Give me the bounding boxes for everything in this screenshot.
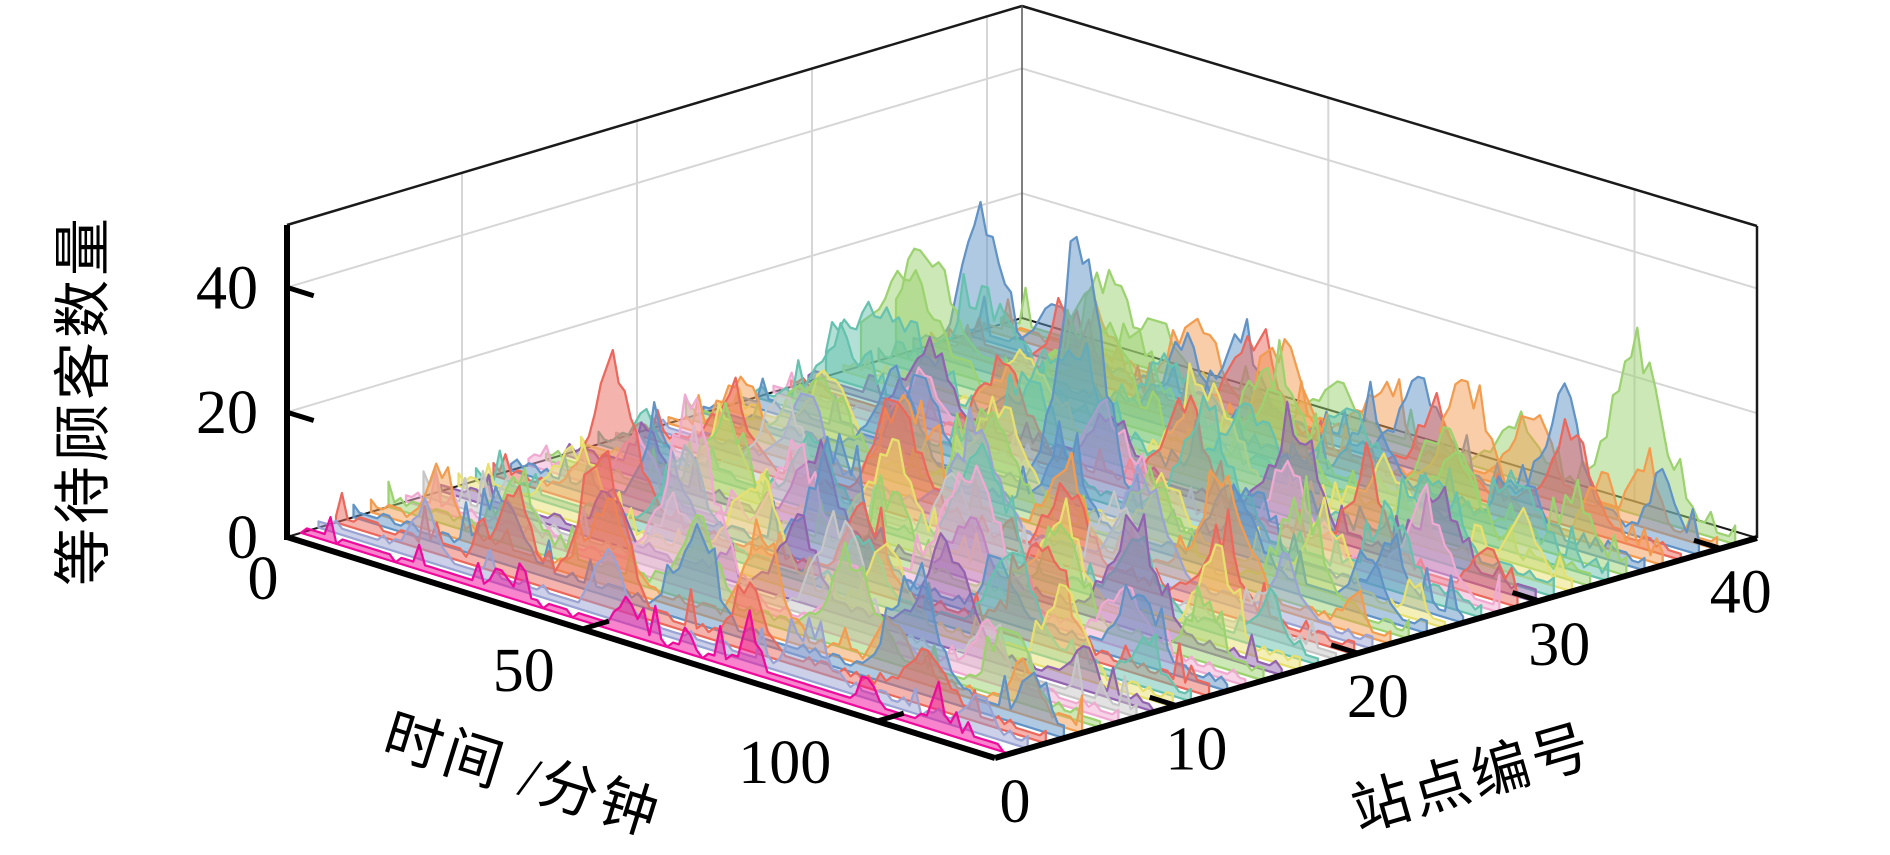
z-axis-tick-20	[286, 409, 315, 423]
ridge-series-s0	[299, 515, 1011, 755]
ridge-series-group	[299, 200, 1737, 755]
z-tick-label-40: 40	[196, 254, 258, 322]
ridge-series-s2	[334, 449, 1047, 745]
station-axis-tick-10	[1148, 694, 1178, 708]
station-axis-tick-20	[1330, 642, 1359, 656]
station-axis-tick-30	[1511, 590, 1541, 604]
z-axis-tick-0	[286, 534, 315, 548]
station-axis-line	[994, 535, 1758, 761]
time-tick-label-100: 100	[738, 729, 831, 797]
time-tick-label-50: 50	[493, 637, 555, 705]
station-tick-label-0: 0	[1000, 768, 1031, 836]
station-axis-title: 站点编号	[1344, 713, 1600, 844]
wall-gridline-z-40-right	[1021, 67, 1758, 290]
time-axis-tick-50	[581, 618, 610, 632]
station-tick-label-30: 30	[1528, 611, 1590, 679]
time-axis-title: 时间 /分钟	[376, 702, 669, 849]
station-axis-tick-40	[1693, 537, 1722, 551]
time-tick-label-0: 0	[248, 545, 279, 613]
z-tick-label-20: 20	[196, 379, 258, 447]
time-axis-tick-100	[876, 710, 905, 724]
box-edge-top-right	[1021, 4, 1758, 228]
axes	[284, 225, 1758, 761]
z-axis-title: 等待顾客数量	[51, 214, 116, 586]
wall-gridline-z-40-left	[286, 67, 1023, 289]
z-axis-tick-40	[286, 285, 315, 299]
station-tick-label-40: 40	[1710, 559, 1772, 627]
wall-gridline-z-20-left	[286, 192, 1023, 414]
left-wall	[287, 6, 1022, 537]
box-edge-top-left	[286, 4, 1023, 227]
station-tick-label-10: 10	[1165, 716, 1227, 784]
station-tick-label-20: 20	[1347, 663, 1409, 731]
z-tick-label-0: 0	[227, 504, 258, 572]
